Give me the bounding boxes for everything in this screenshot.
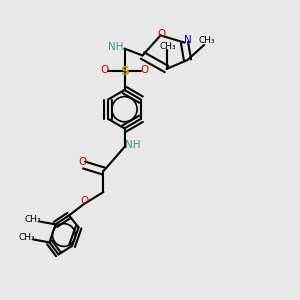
Text: NH: NH xyxy=(125,140,141,151)
Text: O: O xyxy=(80,196,88,206)
Text: O: O xyxy=(141,65,149,75)
Text: CH₃: CH₃ xyxy=(199,36,215,45)
Text: O: O xyxy=(158,29,166,39)
Text: S: S xyxy=(120,65,129,78)
Text: NH: NH xyxy=(108,42,124,52)
Text: CH₃: CH₃ xyxy=(25,214,41,224)
Text: O: O xyxy=(100,65,108,75)
Text: CH₃: CH₃ xyxy=(160,42,176,51)
Text: N: N xyxy=(184,35,191,45)
Text: CH₃: CH₃ xyxy=(19,232,35,242)
Text: O: O xyxy=(78,157,87,167)
